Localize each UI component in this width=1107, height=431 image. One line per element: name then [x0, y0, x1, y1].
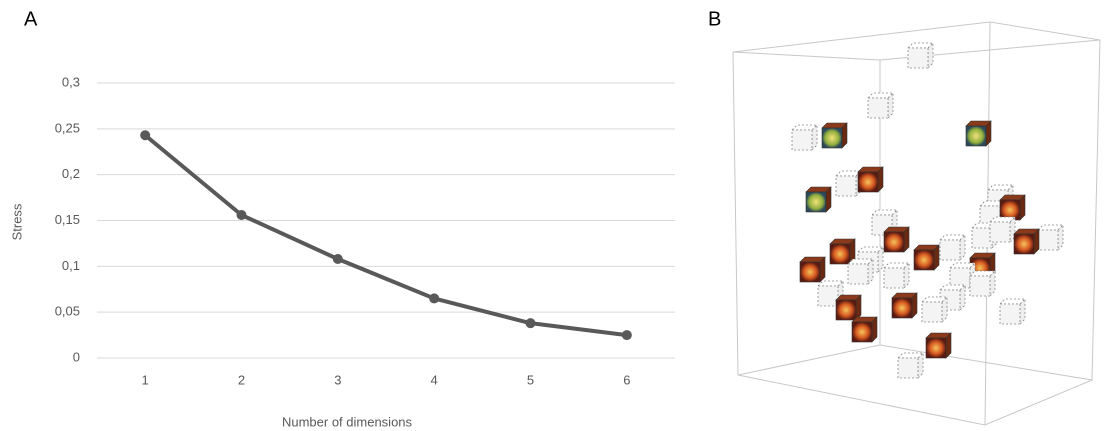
y-tick-label: 0: [73, 349, 80, 364]
cube-face: [829, 243, 851, 265]
cube-face: [835, 299, 857, 321]
cube-face: [999, 303, 1021, 325]
cube-face: [857, 171, 879, 193]
cube-face: [847, 263, 869, 285]
cube-face: [883, 231, 905, 253]
y-tick-label: 0,2: [62, 166, 80, 181]
y-tick-label: 0,05: [55, 304, 80, 319]
point: [332, 254, 343, 264]
y-tick-label: 0,3: [62, 74, 80, 89]
cube-face: [965, 125, 987, 147]
cube-side: [1019, 298, 1026, 325]
cube-side: [959, 234, 966, 261]
cube-face: [821, 127, 843, 149]
point: [621, 330, 632, 341]
point: [429, 293, 440, 304]
cube-side: [917, 352, 924, 379]
panel-label: A: [24, 8, 38, 30]
y-tick-label: 0,25: [55, 120, 80, 135]
cube-face: [1013, 233, 1035, 255]
cube-face: [791, 129, 813, 151]
cube-face: [883, 267, 905, 289]
cube-face: [913, 249, 935, 271]
cube-face: [969, 275, 991, 297]
cube-face: [835, 175, 857, 197]
cube-face: [817, 285, 839, 307]
cube-face: [921, 301, 943, 323]
cube-face: [989, 221, 1011, 243]
cube-face: [891, 297, 913, 319]
point: [236, 210, 247, 220]
x-tick-label: 2: [238, 372, 245, 387]
point: [525, 318, 536, 329]
cube-side: [959, 284, 966, 311]
cube-side: [903, 262, 910, 289]
cube-side: [887, 92, 894, 119]
y-tick-label: 0,15: [55, 212, 80, 227]
cube-face: [925, 337, 947, 359]
x-tick-label: 3: [334, 372, 341, 387]
cube-face: [805, 191, 827, 213]
cube-face: [1037, 229, 1059, 251]
x-tick-label: 4: [431, 372, 438, 387]
line: [143, 133, 628, 338]
cube-side: [941, 296, 948, 323]
cube-face: [851, 321, 873, 343]
cube-face: [907, 47, 929, 69]
scatter-3d: [732, 21, 1101, 426]
cube-side: [877, 246, 884, 273]
x-axis-title: Number of dimensions: [282, 414, 413, 429]
cube-side: [867, 258, 874, 285]
cube-face: [971, 227, 993, 249]
x-tick-label: 1: [142, 372, 149, 387]
cube-side: [1057, 224, 1064, 251]
y-tick-label: 0,1: [62, 258, 80, 273]
point: [140, 130, 151, 141]
cube-side: [811, 124, 818, 151]
cube-face: [897, 357, 919, 379]
cube-side: [989, 270, 996, 297]
y-axis-title: Stress: [9, 203, 24, 240]
cube-side: [927, 42, 934, 69]
cube-face: [867, 97, 889, 119]
panel-label: B: [708, 8, 721, 30]
x-tick-label: 5: [527, 372, 534, 387]
cube-face: [799, 261, 821, 283]
cube-face: [939, 239, 961, 261]
x-tick-label: 6: [623, 372, 630, 387]
